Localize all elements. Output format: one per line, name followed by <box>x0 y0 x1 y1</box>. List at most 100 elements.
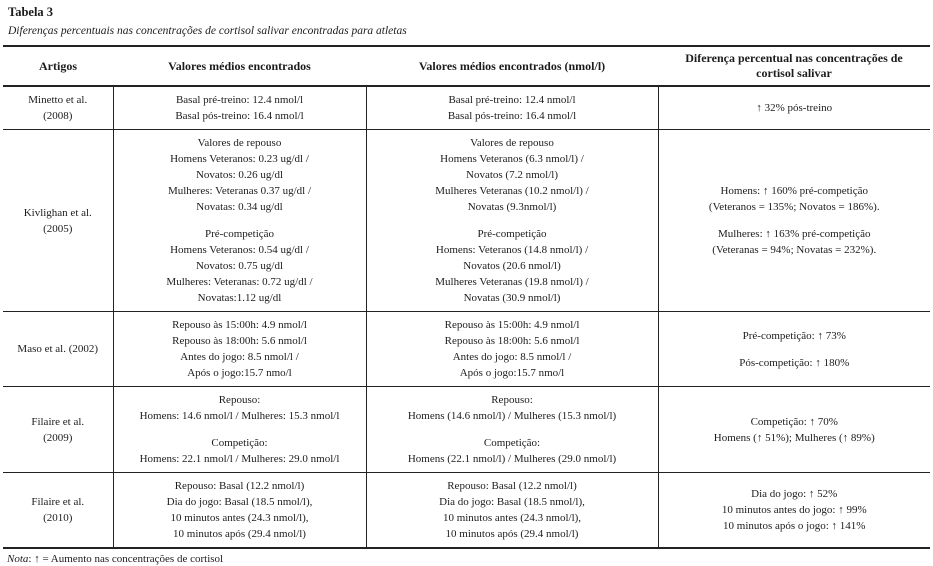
cell-line: Basal pré-treino: 12.4 nmol/l <box>448 94 576 106</box>
cell-line: (2010) <box>43 512 73 524</box>
values-nmol-cell: Repouso: Basal (12.2 nmol/l) Dia do jogo:… <box>365 472 658 549</box>
difference-cell: Dia do jogo: ↑ 52% 10 minutos antes do jo… <box>657 472 930 549</box>
cell-line: Homens: ↑ 160% pré-competição <box>720 185 869 197</box>
values-nmol-cell: Basal pré-treino: 12.4 nmol/l Basal pós-t… <box>365 86 658 130</box>
cell-line: Homens (↑ 51%); Mulheres (↑ 89%) <box>713 431 875 444</box>
cell-line: Novatas:1.12 ug/dl <box>197 292 282 304</box>
cell-line: Repouso: Basal (12.2 nmol/l) <box>447 480 577 492</box>
cell-line: Homens (22.1 nmol/l) / Mulheres (29.0 nm… <box>407 453 617 465</box>
article-cell: Minetto et al. (2008) <box>3 86 113 130</box>
cell-line: Pré-competição <box>477 228 547 240</box>
table-subtitle: Diferenças percentuais nas concentrações… <box>8 25 407 37</box>
article-cell: Filaire et al. (2009) <box>3 386 113 473</box>
cell-gap <box>115 215 365 226</box>
cell-line: Dia do jogo: ↑ 52% <box>751 488 838 500</box>
cell-line: Competição: <box>211 437 268 449</box>
cell-line: Homens: 14.6 nmol/l / Mulheres: 15.3 nmo… <box>139 410 340 422</box>
cell-line: (Veteranas = 94%; Novatas = 232%). <box>712 244 877 256</box>
values-nmol-cell: Valores de repouso Homens Veteranos (6.3 … <box>365 129 658 312</box>
cell-line: 10 minutos antes (24.3 nmol/l), <box>170 512 309 524</box>
table-row: Filaire et al. (2010) Repouso: Basal (12.2… <box>3 472 930 549</box>
cell-line: Novatos (20.6 nmol/l) <box>463 260 561 272</box>
cell-line: Repouso às 15:00h: 4.9 nmol/l <box>172 319 307 331</box>
values-cell: Basal pré-treino: 12.4 nmol/l Basal pós-t… <box>112 86 366 130</box>
cell-line: Basal pré-treino: 12.4 nmol/l <box>175 94 304 106</box>
cell-line: (2008) <box>43 110 73 122</box>
cell-line: Dia do jogo: Basal (18.5 nmol/l), <box>166 496 313 508</box>
values-nmol-cell: Repouso: Homens (14.6 nmol/l) / Mulheres … <box>365 386 658 473</box>
cell-line: Repouso: <box>218 394 261 406</box>
cell-line: Novatos (7.2 nmol/l) <box>466 169 558 181</box>
cell-line: Homens Veteranos (6.3 nmol/l) / <box>440 153 584 165</box>
cell-line: (Veteranos = 135%; Novatos = 186%). <box>708 201 880 213</box>
cell-line: Kivlighan et al. <box>23 206 92 219</box>
article-cell: Filaire et al. (2010) <box>3 472 113 549</box>
cell-gap <box>115 424 365 435</box>
values-cell: Repouso: Basal (12.2 nmol/l) Dia do jogo:… <box>112 472 366 549</box>
difference-cell: ↑ 32% pós-treino <box>657 86 930 130</box>
cell-line: Mulheres: Veteranas 0.37 ug/dl / <box>167 185 312 197</box>
header-valores-medios: Valores médios encontrados <box>113 45 366 87</box>
cell-line: Valores de repouso <box>197 137 282 149</box>
header-diferenca-percentual: Diferença percentual nas concentrações d… <box>658 45 930 87</box>
cell-line: Mulheres: ↑ 163% pré-competição <box>718 228 871 240</box>
cell-line: Pós-competição: ↑ 180% <box>739 356 850 369</box>
cell-line: Mulheres Veteranas (10.2 nmol/l) / <box>435 185 589 197</box>
cell-line: Basal pós-treino: 16.4 nmol/l <box>175 110 304 122</box>
cell-line: Homens Veteranos: 0.23 ug/dl / <box>170 153 309 165</box>
cell-line: Homens Veteranos: 0.54 ug/dl / <box>170 244 309 256</box>
cell-line: Competição: ↑ 70% <box>750 415 838 428</box>
table-title: Tabela 3 <box>8 5 54 19</box>
cell-line: Após o jogo:15.7 nmo/l <box>187 367 292 379</box>
cell-line: 10 minutos após (29.4 nmol/l) <box>445 528 579 540</box>
cell-line: Novatos: 0.75 ug/dl <box>195 260 284 272</box>
cell-line: Homens: Veteranos (14.8 nmol/l) / <box>435 244 589 256</box>
difference-cell: Homens: ↑ 160% pré-competição (Veteranos … <box>657 129 930 312</box>
table-row: Minetto et al. (2008) Basal pré-treino: 12… <box>3 86 930 130</box>
article-cell: Maso et al. (2002) <box>3 311 113 387</box>
cortisol-table: Artigos Valores médios encontrados Valor… <box>3 45 930 549</box>
cell-line: (2005) <box>43 222 73 235</box>
cell-line: Homens (14.6 nmol/l) / Mulheres (15.3 nm… <box>407 410 617 422</box>
header-valores-medios-nmol: Valores médios encontrados (nmol/l) <box>366 45 658 87</box>
cell-line: Basal pós-treino: 16.4 nmol/l <box>447 110 577 122</box>
cell-line: Repouso às 18:00h: 5.6 nmol/l <box>444 335 580 347</box>
values-cell: Repouso às 15:00h: 4.9 nmol/l Repouso às … <box>112 311 366 387</box>
cell-line: Novatos: 0.26 ug/dl <box>195 169 284 181</box>
cell-line: Repouso às 15:00h: 4.9 nmol/l <box>444 319 580 331</box>
cell-line: Filaire et al. <box>31 415 85 428</box>
difference-cell: Pré-competição: ↑ 73% Pós-competição: ↑ 1… <box>657 311 930 387</box>
header-row: Artigos Valores médios encontrados Valor… <box>3 45 930 87</box>
values-cell: Valores de repouso Homens Veteranos: 0.23… <box>112 129 366 312</box>
cell-line: 10 minutos antes do jogo: ↑ 99% <box>721 504 867 516</box>
cell-line: Antes do jogo: 8.5 nmol/l / <box>452 351 572 363</box>
cell-line: Repouso às 18:00h: 5.6 nmol/l <box>172 335 307 347</box>
table-row: Filaire et al. (2009) Repouso: Homens: 14.6… <box>3 386 930 473</box>
cell-line: Repouso: <box>491 394 533 406</box>
cell-line: Novatas (9.3nmol/l) <box>467 201 557 213</box>
values-cell: Repouso: Homens: 14.6 nmol/l / Mulheres: … <box>112 386 366 473</box>
cell-gap <box>368 215 657 226</box>
cell-line: Pré-competição: ↑ 73% <box>742 329 846 342</box>
cell-line: ↑ 32% pós-treino <box>756 102 833 114</box>
header-artigos: Artigos <box>3 45 113 87</box>
cell-line: Minetto et al. <box>28 94 88 106</box>
difference-cell: Competição: ↑ 70% Homens (↑ 51%); Mulhere… <box>657 386 930 473</box>
cell-line: Homens: 22.1 nmol/l / Mulheres: 29.0 nmo… <box>139 453 340 465</box>
cell-line: Mulheres: Veteranas: 0.72 ug/dl / <box>166 276 313 288</box>
table-header: Artigos Valores médios encontrados Valor… <box>3 45 930 87</box>
cell-line: 10 minutos após (29.4 nmol/l) <box>173 528 306 540</box>
table-row: Kivlighan et al. (2005) Valores de repouso… <box>3 129 930 312</box>
table-row: Maso et al. (2002) Repouso às 15:00h: 4.9… <box>3 311 930 387</box>
note-text: : ↑ = Aumento nas concentrações de corti… <box>28 553 224 565</box>
cell-line: Novatas: 0.34 ug/dl <box>196 201 283 213</box>
cell-line: Competição: <box>483 437 541 449</box>
cell-line: Valores de repouso <box>470 137 554 149</box>
note-label: Nota <box>7 553 29 565</box>
cell-line: Mulheres Veteranas (19.8 nmol/l) / <box>435 276 589 288</box>
cell-line: Dia do jogo: Basal (18.5 nmol/l), <box>439 496 585 508</box>
cell-gap <box>660 344 930 355</box>
cell-line: Repouso: Basal (12.2 nmol/l) <box>174 480 305 492</box>
cell-line: Antes do jogo: 8.5 nmol/l / <box>180 351 299 363</box>
